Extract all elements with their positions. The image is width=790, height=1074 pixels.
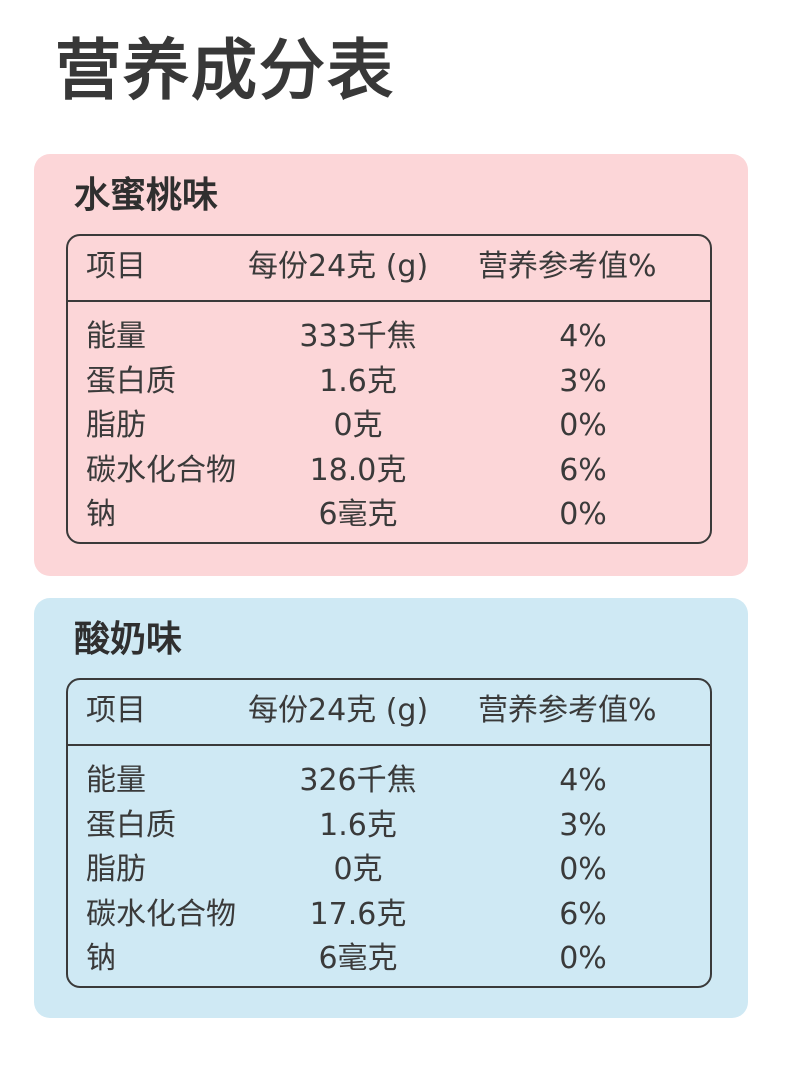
row-nrv: 6% (559, 896, 607, 932)
row-nrv: 0% (559, 941, 607, 976)
page-title: 营养成分表 (55, 32, 395, 109)
row-item: 能量 (86, 763, 146, 798)
row-nrv: 4% (559, 319, 607, 354)
row-nrv: 0% (559, 497, 607, 532)
row-nrv: 4% (559, 763, 607, 798)
row-amount: 333千焦 (299, 319, 417, 354)
row-item: 蛋白质 (86, 363, 176, 399)
table-row: 碳水化合物 17.6克 6% (68, 894, 710, 939)
row-item: 能量 (86, 319, 146, 354)
row-item: 脂肪 (86, 852, 146, 887)
table-row: 能量 326千焦 4% (68, 760, 710, 805)
row-nrv: 0% (559, 852, 607, 887)
header-nrv: 营养参考值% (478, 693, 657, 728)
header-nrv: 营养参考值% (478, 249, 657, 284)
table-row: 碳水化合物 18.0克 6% (68, 450, 710, 495)
table-body: 能量 326千焦 4% 蛋白质 1.6克 3% 脂肪 0克 0% 碳水化合物 1… (68, 760, 710, 983)
table-row: 钠 6毫克 0% (68, 494, 710, 539)
row-nrv: 0% (559, 408, 607, 443)
row-amount: 17.6克 (309, 896, 407, 932)
row-amount: 6毫克 (318, 941, 398, 976)
row-item: 脂肪 (86, 408, 146, 443)
table-row: 能量 333千焦 4% (68, 316, 710, 361)
row-nrv: 3% (559, 807, 607, 843)
flavor-title: 水蜜桃味 (74, 175, 219, 216)
row-item: 碳水化合物 (86, 896, 236, 932)
header-amount: 每份24克 (g) (248, 249, 429, 284)
table-row: 钠 6毫克 0% (68, 938, 710, 983)
table-header-row: 项目 每份24克 (g) 营养参考值% (68, 680, 710, 746)
table-row: 脂肪 0克 0% (68, 849, 710, 894)
peach-nutrition-panel: 水蜜桃味 项目 每份24克 (g) 营养参考值% 能量 333千焦 4% 蛋白质… (34, 154, 748, 576)
yogurt-nutrition-panel: 酸奶味 项目 每份24克 (g) 营养参考值% 能量 326千焦 4% 蛋白质 … (34, 598, 748, 1018)
table-row: 脂肪 0克 0% (68, 405, 710, 450)
row-amount: 0克 (333, 852, 383, 887)
row-amount: 0克 (333, 408, 383, 443)
table-header-row: 项目 每份24克 (g) 营养参考值% (68, 236, 710, 302)
table-row: 蛋白质 1.6克 3% (68, 805, 710, 850)
row-amount: 18.0克 (309, 452, 407, 488)
row-item: 蛋白质 (86, 807, 176, 843)
row-amount: 1.6克 (319, 807, 397, 843)
nutrition-table: 项目 每份24克 (g) 营养参考值% 能量 326千焦 4% 蛋白质 1.6克… (66, 678, 712, 988)
row-amount: 6毫克 (318, 497, 398, 532)
header-item: 项目 (86, 693, 146, 728)
row-item: 碳水化合物 (86, 452, 236, 488)
flavor-title: 酸奶味 (74, 619, 183, 660)
row-item: 钠 (86, 941, 116, 976)
header-amount: 每份24克 (g) (248, 693, 429, 728)
row-amount: 326千焦 (299, 763, 417, 798)
row-nrv: 6% (559, 452, 607, 488)
table-row: 蛋白质 1.6克 3% (68, 361, 710, 406)
row-amount: 1.6克 (319, 363, 397, 399)
row-item: 钠 (86, 497, 116, 532)
nutrition-table: 项目 每份24克 (g) 营养参考值% 能量 333千焦 4% 蛋白质 1.6克… (66, 234, 712, 544)
table-body: 能量 333千焦 4% 蛋白质 1.6克 3% 脂肪 0克 0% 碳水化合物 1… (68, 316, 710, 539)
row-nrv: 3% (559, 363, 607, 399)
header-item: 项目 (86, 249, 146, 284)
